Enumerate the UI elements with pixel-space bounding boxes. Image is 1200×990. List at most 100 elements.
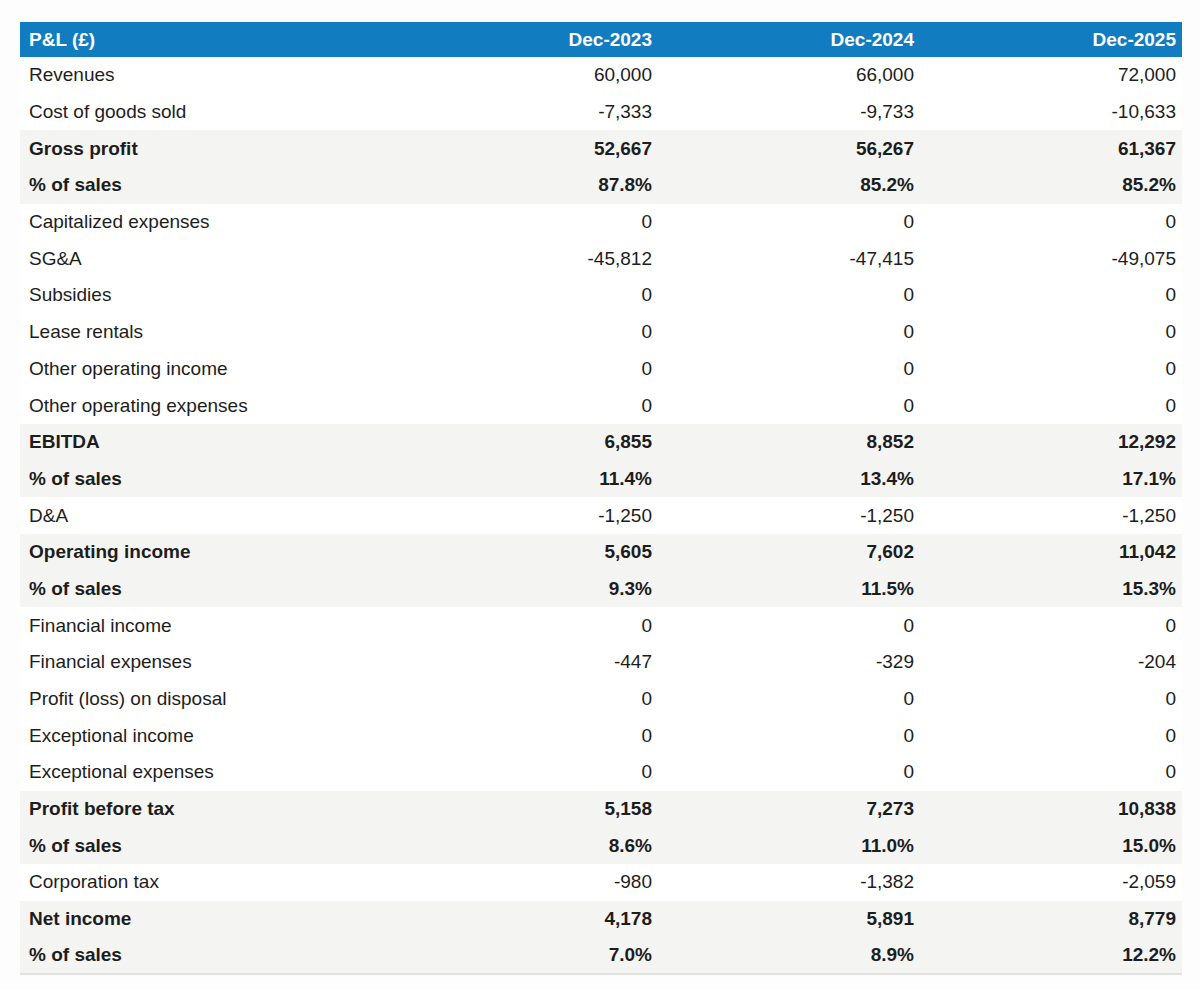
row-value: -329 (658, 644, 920, 681)
table-row-summary: Net income4,1785,8918,779 (20, 901, 1182, 938)
row-label: Cost of goods sold (20, 94, 396, 131)
row-value: 56,267 (658, 130, 920, 167)
row-value: -1,250 (920, 497, 1182, 534)
row-value: -1,250 (396, 497, 658, 534)
table-row: Other operating income000 (20, 351, 1182, 388)
row-value: 8,779 (920, 901, 1182, 938)
row-value: 0 (396, 387, 658, 424)
table-body: Revenues60,00066,00072,000Cost of goods … (20, 57, 1182, 974)
row-value: 5,891 (658, 901, 920, 938)
row-label: Revenues (20, 57, 396, 94)
table-row-summary: Profit before tax5,1587,27310,838 (20, 791, 1182, 828)
row-value: 66,000 (658, 57, 920, 94)
row-value: 11.0% (658, 827, 920, 864)
row-value: 12,292 (920, 424, 1182, 461)
row-value: 0 (396, 717, 658, 754)
row-value: 11.4% (396, 461, 658, 498)
row-value: 15.3% (920, 571, 1182, 608)
header-col-dec-2025: Dec-2025 (920, 22, 1182, 57)
row-label: SG&A (20, 240, 396, 277)
table-row-summary: EBITDA6,8558,85212,292 (20, 424, 1182, 461)
table-row-summary: % of sales8.6%11.0%15.0% (20, 827, 1182, 864)
row-value: 0 (658, 754, 920, 791)
row-value: 10,838 (920, 791, 1182, 828)
row-value: 0 (396, 204, 658, 241)
row-value: 85.2% (920, 167, 1182, 204)
row-value: 87.8% (396, 167, 658, 204)
row-value: 0 (396, 754, 658, 791)
table-row: Financial income000 (20, 607, 1182, 644)
row-value: -10,633 (920, 94, 1182, 131)
row-label: Lease rentals (20, 314, 396, 351)
table-row-summary: % of sales9.3%11.5%15.3% (20, 571, 1182, 608)
header-col-dec-2023: Dec-2023 (396, 22, 658, 57)
row-label: EBITDA (20, 424, 396, 461)
row-label: % of sales (20, 167, 396, 204)
row-value: 0 (920, 717, 1182, 754)
row-label: Exceptional expenses (20, 754, 396, 791)
pl-statement-table: P&L (£) Dec-2023 Dec-2024 Dec-2025 Reven… (20, 22, 1182, 975)
table-row: D&A-1,250-1,250-1,250 (20, 497, 1182, 534)
row-label: Profit (loss) on disposal (20, 681, 396, 718)
row-value: 0 (396, 607, 658, 644)
row-value: 0 (396, 681, 658, 718)
row-value: 0 (920, 754, 1182, 791)
row-value: 7,273 (658, 791, 920, 828)
row-value: -49,075 (920, 240, 1182, 277)
row-value: 12.2% (920, 938, 1182, 975)
table-row: Financial expenses-447-329-204 (20, 644, 1182, 681)
row-value: 8.9% (658, 938, 920, 975)
row-value: -2,059 (920, 864, 1182, 901)
table-row: Profit (loss) on disposal000 (20, 681, 1182, 718)
row-value: 5,605 (396, 534, 658, 571)
row-value: -1,250 (658, 497, 920, 534)
table-row-summary: % of sales87.8%85.2%85.2% (20, 167, 1182, 204)
row-value: 0 (396, 314, 658, 351)
row-value: 7,602 (658, 534, 920, 571)
row-label: Gross profit (20, 130, 396, 167)
row-value: 60,000 (396, 57, 658, 94)
row-value: 13.4% (658, 461, 920, 498)
row-value: -45,812 (396, 240, 658, 277)
row-value: 0 (658, 314, 920, 351)
row-value: -980 (396, 864, 658, 901)
row-value: 8,852 (658, 424, 920, 461)
row-value: 17.1% (920, 461, 1182, 498)
row-value: 6,855 (396, 424, 658, 461)
row-value: 0 (920, 277, 1182, 314)
row-value: 4,178 (396, 901, 658, 938)
table-row: Revenues60,00066,00072,000 (20, 57, 1182, 94)
table-row-summary: % of sales7.0%8.9%12.2% (20, 938, 1182, 975)
table-row: Other operating expenses000 (20, 387, 1182, 424)
table-row-summary: Operating income5,6057,60211,042 (20, 534, 1182, 571)
row-label: % of sales (20, 938, 396, 975)
table-row: Subsidies000 (20, 277, 1182, 314)
header-pl-title: P&L (£) (20, 22, 396, 57)
table-row-summary: Gross profit52,66756,26761,367 (20, 130, 1182, 167)
row-label: % of sales (20, 461, 396, 498)
row-label: Profit before tax (20, 791, 396, 828)
row-label: Exceptional income (20, 717, 396, 754)
row-label: Corporation tax (20, 864, 396, 901)
row-value: -204 (920, 644, 1182, 681)
row-value: 0 (396, 277, 658, 314)
row-label: Capitalized expenses (20, 204, 396, 241)
row-label: D&A (20, 497, 396, 534)
row-value: 0 (658, 277, 920, 314)
row-value: 0 (396, 351, 658, 388)
row-value: 0 (920, 204, 1182, 241)
row-label: Other operating expenses (20, 387, 396, 424)
row-value: 15.0% (920, 827, 1182, 864)
row-value: 11,042 (920, 534, 1182, 571)
row-value: -7,333 (396, 94, 658, 131)
table-header-row: P&L (£) Dec-2023 Dec-2024 Dec-2025 (20, 22, 1182, 57)
table-row-summary: % of sales11.4%13.4%17.1% (20, 461, 1182, 498)
row-value: 72,000 (920, 57, 1182, 94)
row-value: 0 (658, 607, 920, 644)
row-value: -447 (396, 644, 658, 681)
row-value: -9,733 (658, 94, 920, 131)
row-value: 8.6% (396, 827, 658, 864)
row-value: -1,382 (658, 864, 920, 901)
row-label: % of sales (20, 827, 396, 864)
row-label: Operating income (20, 534, 396, 571)
